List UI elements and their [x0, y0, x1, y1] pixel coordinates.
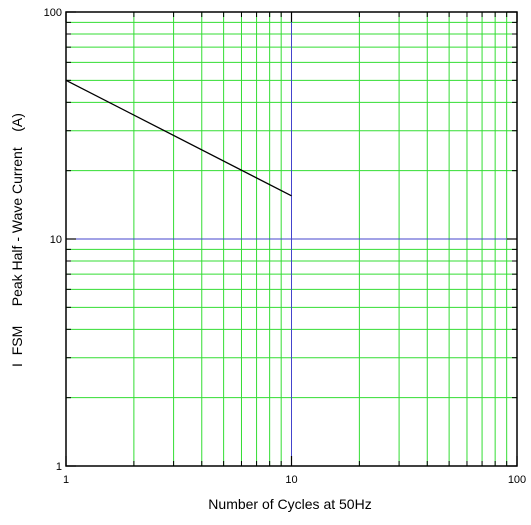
major-grid [66, 12, 517, 466]
y-tick-label-10: 10 [50, 234, 62, 246]
y-tick-label-1: 1 [56, 461, 62, 473]
x-tick-label-1: 1 [63, 474, 69, 486]
series-line-0 [65, 79, 292, 197]
series-layer [65, 79, 292, 197]
y-tick-label-100: 100 [44, 7, 62, 19]
x-axis-label: Number of Cycles at 50Hz [208, 496, 371, 512]
x-tick-label-10: 10 [285, 474, 297, 486]
axis-ticks [65, 11, 518, 467]
y-axis-label: I FSM Peak Half - Wave Current (A) [9, 113, 25, 367]
x-tick-label-100: 100 [508, 474, 526, 486]
